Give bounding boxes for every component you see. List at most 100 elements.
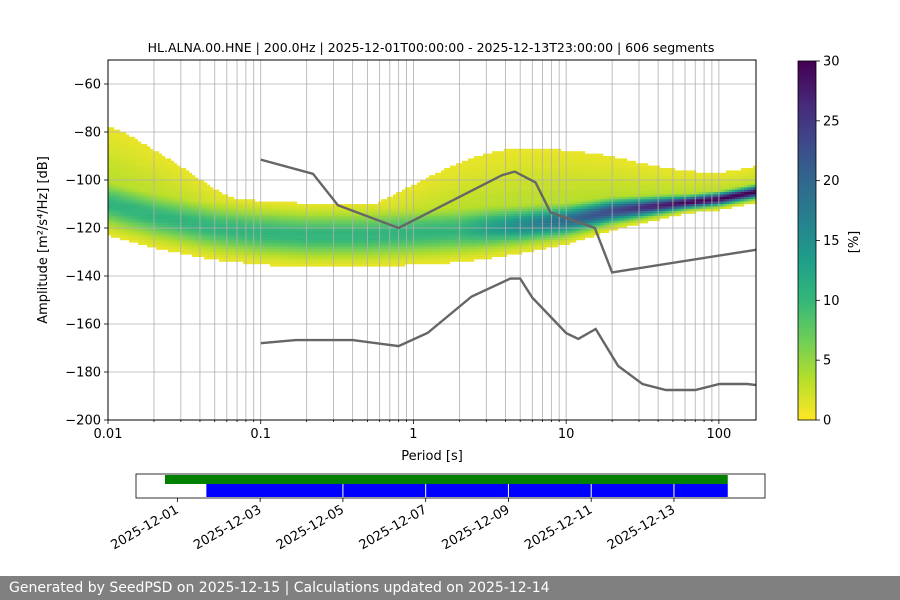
heatmap-cell: [435, 232, 439, 236]
heatmap-cell: [264, 225, 268, 229]
heatmap-cell: [234, 247, 238, 250]
heatmap-cell: [537, 148, 541, 152]
heatmap-cell: [294, 256, 298, 260]
heatmap-cell: [381, 206, 385, 209]
heatmap-cell: [132, 163, 136, 166]
heatmap-cell: [483, 216, 487, 219]
heatmap-cell: [444, 177, 448, 181]
heatmap-cell: [222, 196, 226, 200]
heatmap-cell: [144, 235, 148, 238]
heatmap-cell: [387, 218, 391, 221]
heatmap-cell: [324, 218, 328, 221]
heatmap-cell: [513, 249, 517, 253]
heatmap-cell: [507, 151, 511, 154]
heatmap-cell: [288, 220, 292, 224]
heatmap-cell: [387, 249, 391, 253]
heatmap-cell: [150, 225, 154, 229]
heatmap-cell: [258, 240, 262, 243]
heatmap-cell: [438, 201, 442, 205]
heatmap-cell: [429, 223, 433, 226]
heatmap-cell: [192, 175, 196, 178]
heatmap-cell: [321, 264, 325, 267]
heatmap-cell: [111, 156, 115, 159]
heatmap-cell: [288, 201, 292, 205]
heatmap-cell: [297, 252, 301, 255]
heatmap-cell: [444, 230, 448, 233]
heatmap-cell: [165, 160, 169, 164]
heatmap-cell: [459, 242, 463, 245]
heatmap-cell: [246, 235, 250, 238]
heatmap-cell: [192, 237, 196, 241]
heatmap-cell: [498, 230, 502, 233]
heatmap-cell: [267, 249, 271, 253]
heatmap-cell: [375, 208, 379, 212]
heatmap-cell: [282, 220, 286, 224]
heatmap-cell: [465, 247, 469, 250]
heatmap-cell: [441, 208, 445, 212]
heatmap-cell: [339, 249, 343, 253]
heatmap-cell: [417, 230, 421, 233]
heatmap-cell: [219, 232, 223, 236]
heatmap-cell: [237, 220, 241, 224]
heatmap-cell: [501, 230, 505, 233]
heatmap-cell: [180, 211, 184, 214]
heatmap-cell: [486, 218, 490, 221]
heatmap-cell: [429, 232, 433, 236]
heatmap-cell: [243, 237, 247, 241]
heatmap-cell: [297, 206, 301, 209]
heatmap-cell: [444, 256, 448, 260]
heatmap-cell: [150, 177, 154, 181]
heatmap-cell: [261, 254, 265, 257]
heatmap-cell: [264, 244, 268, 248]
heatmap-cell: [537, 153, 541, 157]
heatmap-cell: [363, 247, 367, 250]
heatmap-cell: [117, 192, 121, 195]
heatmap-cell: [468, 249, 472, 253]
heatmap-cell: [309, 249, 313, 253]
heatmap-cell: [342, 232, 346, 236]
heatmap-cell: [249, 230, 253, 233]
heatmap-cell: [222, 240, 226, 243]
heatmap-cell: [489, 216, 493, 219]
heatmap-cell: [336, 247, 340, 250]
heatmap-cell: [312, 232, 316, 236]
heatmap-cell: [162, 208, 166, 212]
heatmap-cell: [486, 216, 490, 219]
heatmap-cell: [537, 168, 541, 171]
heatmap-cell: [270, 235, 274, 238]
heatmap-cell: [444, 172, 448, 176]
heatmap-cell: [465, 218, 469, 221]
heatmap-cell: [498, 223, 502, 226]
heatmap-cell: [483, 254, 487, 257]
heatmap-cell: [204, 201, 208, 205]
heatmap-cell: [393, 259, 397, 262]
heatmap-cell: [429, 247, 433, 250]
heatmap-cell: [204, 220, 208, 224]
heatmap-cell: [240, 213, 244, 217]
heatmap-cell: [474, 220, 478, 224]
heatmap-cell: [408, 216, 412, 219]
heatmap-cell: [123, 139, 127, 142]
heatmap-cell: [279, 244, 283, 248]
heatmap-cell: [507, 148, 511, 152]
heatmap-cell: [306, 256, 310, 260]
heatmap-cell: [420, 228, 424, 231]
heatmap-cell: [126, 228, 130, 231]
heatmap-cell: [528, 187, 532, 190]
heatmap-cell: [387, 211, 391, 214]
heatmap-cell: [456, 208, 460, 212]
heatmap-cell: [135, 213, 139, 217]
heatmap-cell: [522, 168, 526, 171]
heatmap-cell: [300, 235, 304, 238]
heatmap-cell: [132, 136, 136, 140]
heatmap-cell: [126, 235, 130, 238]
heatmap-cell: [195, 182, 199, 185]
heatmap-cell: [348, 206, 352, 209]
heatmap-cell: [459, 228, 463, 231]
heatmap-cell: [297, 220, 301, 224]
heatmap-cell: [423, 192, 427, 195]
heatmap-cell: [375, 228, 379, 231]
heatmap-cell: [492, 235, 496, 238]
heatmap-cell: [231, 218, 235, 221]
heatmap-cell: [234, 235, 238, 238]
